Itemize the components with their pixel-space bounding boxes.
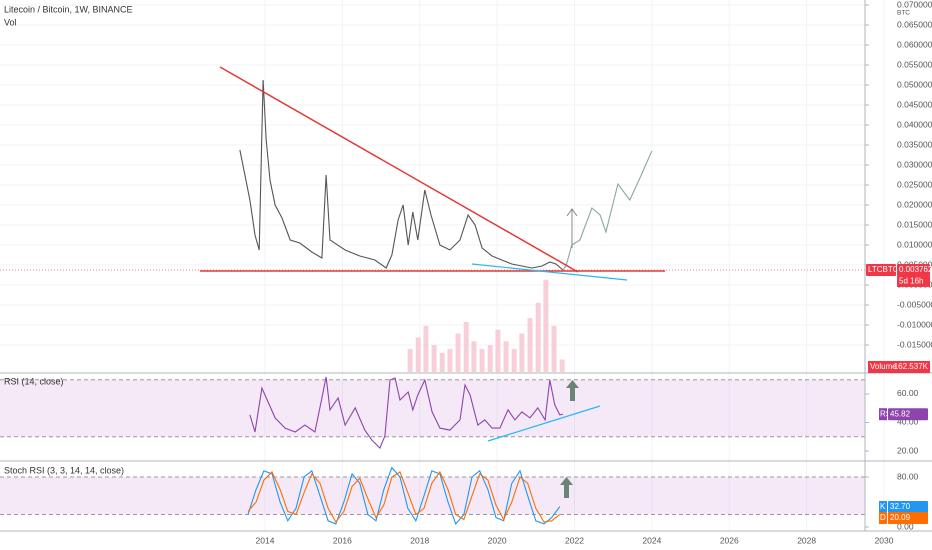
series-line [239,79,564,271]
x-tick-label: 2018 [410,535,429,545]
series-line [249,376,564,449]
legend-entry: K [880,502,886,511]
volume-bar [431,345,437,372]
legend-badge [879,501,887,513]
volume-bar [455,333,461,372]
chart-title: Litecoin / Bitcoin, 1W, BINANCE [4,4,133,14]
series-line [247,466,561,525]
y-tick-label: 0.00 [897,521,914,531]
y-tick-label: 0.020000 [897,199,932,209]
volume-name: Volume [870,362,897,371]
current-value: 32.70 [890,502,911,511]
symbol-badge-bg [866,263,896,276]
arrow [566,208,578,248]
y-tick-label: 0.065000 [897,19,932,29]
volume-bar [487,345,493,372]
volume-bar [479,348,485,372]
volume-badge-bg [868,361,930,373]
volume-bar [527,318,533,372]
y-tick-label: 0.040000 [897,119,932,129]
volume-bar [535,302,541,372]
legend-badge [879,512,887,524]
last-price-bg [897,263,930,276]
x-tick-label: 2020 [488,535,507,545]
trend-line [487,405,601,442]
band [0,379,865,437]
y-tick-label: 0.070000 [897,0,932,9]
y-tick-label: 0.045000 [897,99,932,109]
x-tick-label: 2024 [642,535,661,545]
text-layer: Litecoin / Bitcoin, 1W, BINANCE Vol BTC … [4,0,932,545]
symbol-badge: LTCBTC [868,265,899,274]
current-value-bg [888,408,928,421]
volume-bar [463,322,469,372]
y-tick-label: 0.060000 [897,39,932,49]
current-value-bg [888,512,928,524]
y-tick-label: 40.00 [897,417,919,427]
volume-bar [447,348,453,372]
countdown-bg [897,275,930,287]
volume-bar [503,341,509,372]
trend-line [219,66,579,273]
y-tick-label: 60.00 [897,388,919,398]
current-value-bg [888,501,928,513]
y-tick-label: 0.010000 [897,239,932,249]
y-tick-label: 0.025000 [897,179,932,189]
y-tick-label: 20.00 [897,445,919,455]
volume-bar [439,352,445,372]
indicator-title: Stoch RSI (3, 3, 14, 14, close) [4,465,124,475]
legend-entry: RSI [880,409,893,418]
volume-bar [511,348,517,372]
volume-bar [519,333,525,372]
trend-line [471,263,628,281]
volume-bar [423,325,429,372]
indicator-title: RSI (14, close) [4,376,64,386]
y-tick-label: 80.00 [897,471,919,481]
arrow-up [560,477,573,498]
arrow-up [566,380,579,401]
series-line [562,150,653,271]
volume-bar [551,325,557,372]
y-tick-label: -0.010000 [897,319,932,329]
x-tick-label: 2014 [256,535,275,545]
volume-value: 162.537K [894,362,929,371]
x-tick-label: 2016 [333,535,352,545]
legend-badge [879,408,887,421]
current-value: 20.09 [890,513,911,522]
y-tick-label: 0.015000 [897,219,932,229]
y-tick-label: -0.005000 [897,299,932,309]
indicator-title: Vol [4,17,17,27]
axis-unit: BTC [897,10,910,17]
volume-bar [471,341,477,372]
y-tick-label: 0.035000 [897,139,932,149]
last-price: 0.003762 [899,265,932,274]
x-tick-label: 2022 [565,535,584,545]
x-tick-label: 2026 [720,535,739,545]
x-tick-label: 2030 [875,535,894,545]
legend-entry: D [880,513,886,522]
x-tick-label: 2028 [797,535,816,545]
y-tick-label: 0.055000 [897,59,932,69]
volume-bar [543,279,549,372]
volume-bar [407,348,413,372]
y-tick-label: -0.015000 [897,339,932,349]
grid-layer [0,0,885,531]
data-layer [239,79,653,525]
y-tick-label: 0.050000 [897,79,932,89]
volume-bar [415,337,421,372]
series-line [247,470,561,523]
volume-bar [495,329,501,372]
countdown: 5d 16h [899,277,923,286]
volume-bar [559,359,565,372]
y-tick-label: 0.030000 [897,159,932,169]
current-value: 45.82 [890,409,911,418]
